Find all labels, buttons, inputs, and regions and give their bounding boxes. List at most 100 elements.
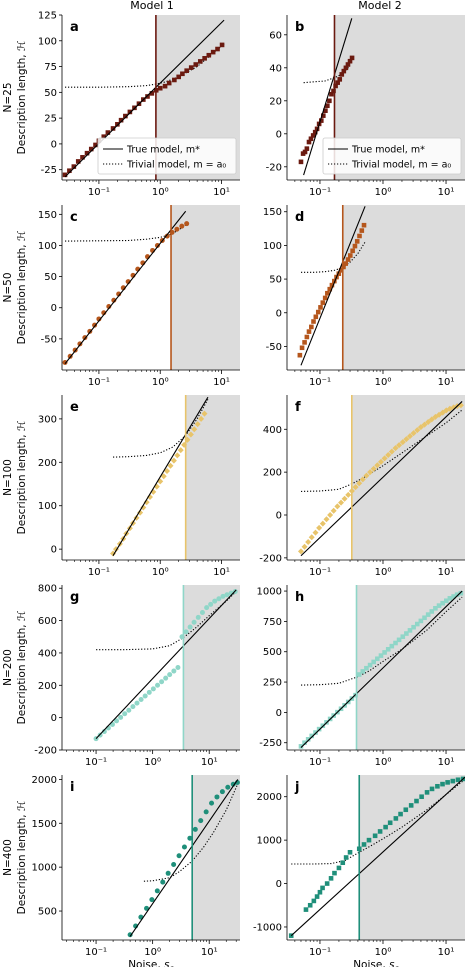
y-tick-label-j: 2000 — [257, 792, 282, 803]
y-tick-label-j: 0 — [276, 879, 282, 890]
y-tick-label-d: 150 — [263, 207, 282, 218]
plot-area-j — [288, 776, 465, 938]
data-point-b — [321, 113, 326, 118]
panel-g: -200 0 200 400 600 800 10⁻¹ 10⁰ 10¹ g Description … — [2, 584, 240, 768]
x-tick-label-a: 10⁻¹ — [88, 187, 110, 198]
data-point-b — [335, 80, 340, 85]
panel-letter-h: h — [295, 590, 304, 605]
data-point-b — [312, 129, 318, 135]
x-tick-label-a: 10⁰ — [152, 187, 169, 198]
data-point-f — [381, 455, 388, 462]
data-point-j — [450, 778, 456, 784]
data-point-f — [392, 445, 399, 452]
data-point-f — [410, 430, 417, 437]
trivial-model-line-j — [291, 778, 465, 865]
panel-letter-j: j — [294, 780, 299, 795]
data-point-f — [312, 529, 319, 536]
plot-area-e — [110, 396, 209, 557]
y-tick-label-g: 0 — [51, 713, 57, 724]
x-axis-label-subscript: ε — [394, 964, 399, 967]
x-tick-label-f: 10⁻¹ — [309, 567, 331, 578]
data-point-i — [192, 826, 198, 832]
data-point-j — [383, 824, 388, 830]
data-point-j — [403, 807, 409, 813]
x-tick-label-g: 10⁻¹ — [85, 757, 107, 768]
data-point-f — [345, 491, 352, 498]
x-tick-label-f: 10¹ — [438, 567, 455, 578]
data-point-g — [146, 689, 152, 695]
x-tick-label-j: 10¹ — [438, 947, 455, 958]
panel-letter-a: a — [70, 20, 79, 35]
panel-d: -50 0 50 100 150 10⁻¹ 10⁰ 10¹ d — [263, 205, 465, 388]
row-label-g: N=200 — [2, 649, 14, 686]
data-point-i — [187, 835, 193, 841]
y-tick-label-g: -200 — [34, 746, 57, 757]
data-point-a — [67, 168, 72, 174]
data-point-d — [313, 314, 319, 320]
data-point-d — [318, 305, 323, 310]
y-tick-label-e: 0 — [51, 545, 57, 556]
data-point-h — [414, 621, 420, 627]
true-model-line-g — [95, 589, 237, 740]
row-label-e: N=100 — [2, 459, 14, 496]
data-point-f — [330, 507, 337, 514]
y-tick-label-c: 150 — [38, 210, 57, 221]
y-tick-label-f: 0 — [276, 511, 282, 522]
data-point-h — [440, 600, 445, 606]
data-point-j — [372, 833, 378, 839]
data-point-f — [403, 436, 410, 443]
true-model-line-j — [290, 776, 465, 937]
data-point-d — [343, 261, 348, 266]
y-tick-label-a: 75 — [44, 62, 57, 73]
data-point-f — [356, 480, 363, 487]
data-point-i — [214, 794, 220, 800]
data-point-c — [116, 291, 122, 297]
data-point-f — [396, 442, 403, 449]
data-point-j — [288, 933, 294, 938]
true-model-line-i — [129, 779, 239, 937]
data-point-g — [155, 682, 161, 688]
data-point-j — [387, 820, 393, 826]
true-model-line-d — [300, 206, 366, 366]
x-tick-label-a: 10¹ — [213, 187, 230, 198]
data-point-i — [149, 897, 155, 903]
data-point-a — [105, 130, 111, 135]
y-tick-label-d: 0 — [276, 308, 282, 319]
y-tick-label-i: 500 — [38, 907, 57, 918]
data-point-c — [174, 226, 180, 232]
panel-f: -200 0 200 400 10⁻¹ 10⁰ 10¹ f — [259, 395, 465, 578]
data-point-b — [341, 68, 347, 74]
true-model-line-c — [64, 210, 187, 365]
x-tick-label-g: 10⁰ — [144, 757, 161, 768]
data-point-d — [306, 329, 312, 334]
data-point-d — [361, 222, 367, 228]
y-axis-label-e: Description length, ℋ — [16, 421, 28, 535]
y-tick-label-e: 200 — [38, 458, 57, 469]
data-point-c — [62, 360, 68, 366]
data-point-j — [435, 783, 440, 789]
data-point-h — [411, 624, 416, 630]
data-point-e — [198, 415, 205, 422]
data-point-f — [297, 548, 304, 555]
data-point-c — [164, 233, 170, 239]
data-point-j — [361, 842, 367, 847]
data-point-a — [162, 83, 168, 89]
data-point-h — [309, 733, 315, 739]
data-point-c — [184, 221, 190, 227]
data-point-a — [75, 159, 81, 164]
data-point-d — [322, 295, 328, 301]
y-tick-label-d: -50 — [266, 342, 282, 353]
data-point-h — [429, 609, 435, 614]
y-tick-label-c: 0 — [51, 303, 57, 314]
x-tick-label-d: 10⁻¹ — [309, 377, 331, 388]
data-point-i — [225, 784, 231, 790]
shaded-region-j — [359, 775, 465, 940]
data-point-h — [378, 653, 384, 658]
data-point-a — [118, 117, 124, 123]
data-point-f — [305, 539, 312, 545]
plot-area-h — [298, 590, 464, 749]
data-point-f — [334, 503, 341, 510]
data-point-a — [84, 150, 90, 156]
y-tick-label-h: 750 — [263, 617, 282, 628]
data-point-i — [171, 862, 177, 868]
